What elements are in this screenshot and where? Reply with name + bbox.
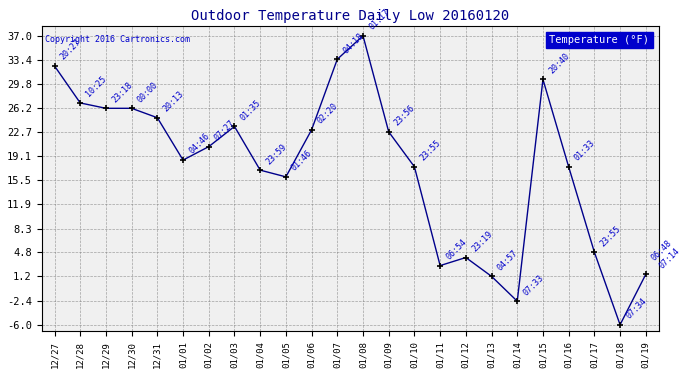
Text: 01:33: 01:33 xyxy=(573,139,597,163)
Text: 04:18: 04:18 xyxy=(342,31,366,55)
Text: 07:34: 07:34 xyxy=(624,297,649,321)
Text: 23:59: 23:59 xyxy=(264,142,288,166)
Text: 04:46: 04:46 xyxy=(187,132,211,156)
Text: 01:46: 01:46 xyxy=(290,148,314,173)
Text: 04:57: 04:57 xyxy=(495,248,520,272)
Text: 23:19: 23:19 xyxy=(470,230,494,254)
Title: Outdoor Temperature Daily Low 20160120: Outdoor Temperature Daily Low 20160120 xyxy=(191,9,509,23)
Text: 23:55: 23:55 xyxy=(419,139,442,163)
Text: 00:00: 00:00 xyxy=(136,80,160,104)
Text: Temperature (°F): Temperature (°F) xyxy=(549,35,649,45)
Text: 07:33: 07:33 xyxy=(522,273,546,297)
Text: 01:35: 01:35 xyxy=(239,98,263,122)
Text: 23:55: 23:55 xyxy=(598,224,622,248)
Text: 20:40: 20:40 xyxy=(547,51,571,75)
Text: 02:20: 02:20 xyxy=(316,102,339,126)
Text: 23:56: 23:56 xyxy=(393,104,417,128)
Text: Copyright 2016 Cartronics.com: Copyright 2016 Cartronics.com xyxy=(45,35,190,44)
Text: 06:54: 06:54 xyxy=(444,237,469,261)
Text: 20:27: 20:27 xyxy=(59,38,83,62)
Text: 23:18: 23:18 xyxy=(110,80,134,104)
Text: 20:13: 20:13 xyxy=(161,90,186,114)
Text: 01:17: 01:17 xyxy=(367,8,391,32)
Text: 10:25: 10:25 xyxy=(84,75,108,99)
Text: 07:27: 07:27 xyxy=(213,118,237,142)
Text: 06:48
07:14: 06:48 07:14 xyxy=(650,239,681,270)
